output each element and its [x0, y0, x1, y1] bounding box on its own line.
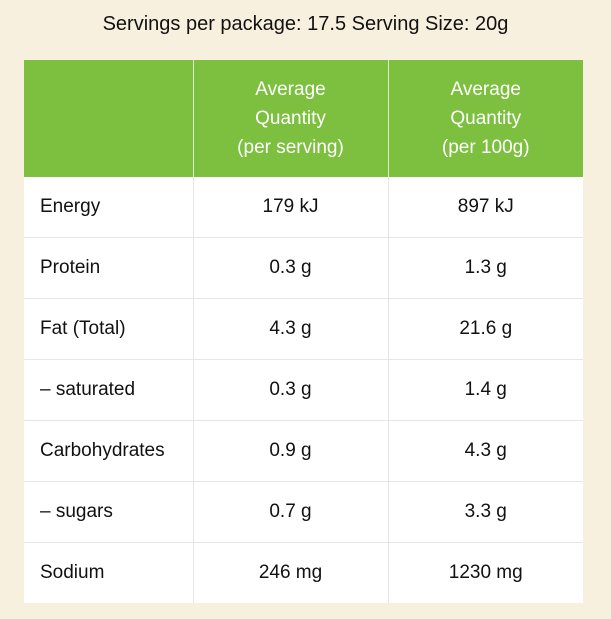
table-row: – saturated 0.3 g 1.4 g [24, 359, 583, 421]
table-row: Sodium 246 mg 1230 mg [24, 542, 583, 603]
header-line: Quantity [450, 108, 522, 129]
header-row: Average Quantity (per serving) Average Q… [24, 60, 583, 177]
header-line: Quantity [255, 108, 326, 129]
header-line: Average [255, 79, 326, 100]
nutrient-name: Sodium [24, 542, 193, 603]
per-100g-value: 21.6 g [387, 298, 583, 360]
table-row: Carbohydrates 0.9 g 4.3 g [24, 420, 583, 482]
per-serving-value: 0.3 g [192, 359, 388, 421]
header-cell-per-serving: Average Quantity (per serving) [192, 60, 388, 177]
header-cell-nutrient [24, 60, 193, 177]
table-row: – sugars 0.7 g 3.3 g [24, 481, 583, 543]
per-100g-value: 1.4 g [387, 359, 583, 421]
table-body: Energy 179 kJ 897 kJ Protein 0.3 g 1.3 g… [24, 177, 583, 603]
per-serving-value: 246 mg [192, 542, 388, 603]
header-line: (per 100g) [441, 137, 530, 158]
table-header: Average Quantity (per serving) Average Q… [24, 60, 583, 177]
servings-caption: Servings per package: 17.5 Serving Size:… [102, 13, 509, 35]
per-serving-value: 4.3 g [192, 298, 388, 360]
table-row: Protein 0.3 g 1.3 g [24, 237, 583, 299]
nutrient-name: Energy [40, 196, 101, 217]
header-cell-per-100g: Average Quantity (per 100g) [387, 60, 583, 177]
per-serving-value: 179 kJ [192, 177, 388, 238]
per-100g-value: 1.3 g [387, 237, 583, 299]
per-serving-value: 0.3 g [192, 237, 388, 299]
per-serving-value: 0.9 g [192, 420, 388, 482]
header-line: (per serving) [237, 137, 344, 158]
nutrient-name: Protein [24, 237, 193, 299]
nutrient-name: Carbohydrates [24, 420, 193, 482]
nutrient-name: – saturated [24, 359, 193, 421]
per-100g-value: 897 kJ [387, 177, 583, 238]
per-serving-value: 0.7 g [192, 481, 388, 543]
nutrition-table: Average Quantity (per serving) Average Q… [24, 60, 583, 603]
per-100g-value: 4.3 g [387, 420, 583, 482]
table-row: Fat (Total) 4.3 g 21.6 g [24, 298, 583, 360]
nutrient-name: – sugars [24, 481, 193, 543]
nutrient-name: Fat (Total) [24, 298, 193, 360]
table-row: Energy 179 kJ 897 kJ [24, 177, 583, 238]
per-100g-value: 1230 mg [387, 542, 583, 603]
per-100g-value: 3.3 g [387, 481, 583, 543]
header-line: Average [450, 79, 521, 100]
